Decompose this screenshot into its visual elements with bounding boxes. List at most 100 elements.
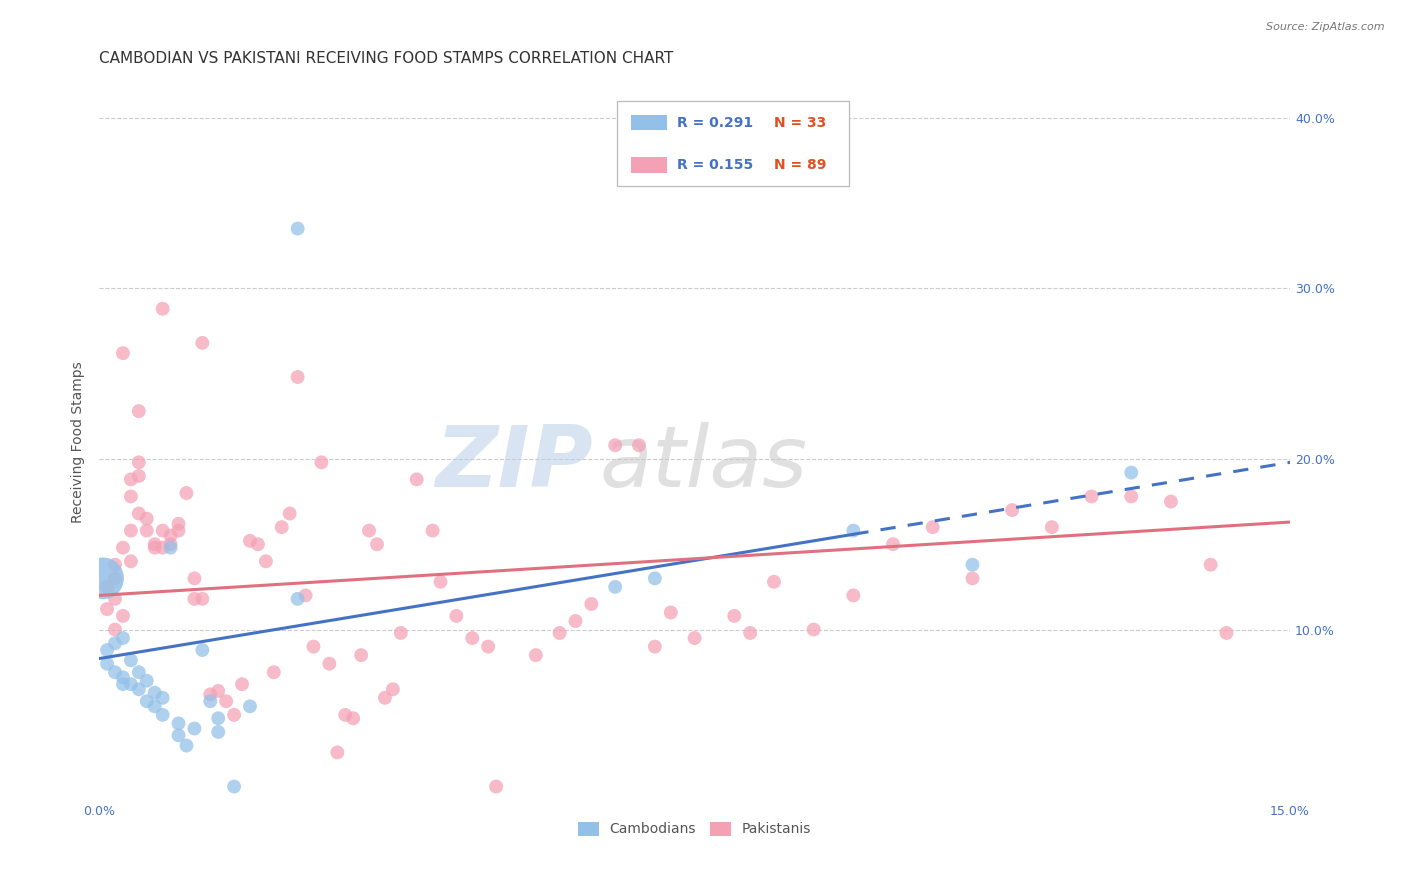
- Point: [135, 511, 157, 525]
- Point: [389, 626, 412, 640]
- Point: [803, 623, 825, 637]
- Point: [564, 614, 586, 628]
- Point: [200, 687, 222, 701]
- Point: [335, 707, 357, 722]
- Point: [842, 524, 865, 538]
- Text: CAMBODIAN VS PAKISTANI RECEIVING FOOD STAMPS CORRELATION CHART: CAMBODIAN VS PAKISTANI RECEIVING FOOD ST…: [100, 51, 673, 66]
- Bar: [617, 102, 849, 186]
- Point: [762, 574, 785, 589]
- Text: atlas: atlas: [599, 422, 807, 505]
- Point: [278, 507, 301, 521]
- Point: [111, 670, 134, 684]
- Point: [128, 507, 150, 521]
- Point: [263, 665, 285, 680]
- Point: [270, 520, 292, 534]
- Point: [405, 472, 427, 486]
- Point: [659, 606, 682, 620]
- Point: [135, 673, 157, 688]
- Point: [366, 537, 388, 551]
- Point: [605, 438, 627, 452]
- Point: [215, 694, 238, 708]
- Point: [962, 558, 984, 572]
- Point: [159, 529, 181, 543]
- Point: [207, 711, 229, 725]
- Point: [191, 643, 214, 657]
- Point: [143, 537, 166, 551]
- Point: [485, 780, 508, 794]
- Point: [239, 699, 262, 714]
- Text: R = 0.155: R = 0.155: [676, 158, 754, 172]
- Point: [231, 677, 253, 691]
- Point: [135, 524, 157, 538]
- Point: [461, 631, 484, 645]
- Point: [128, 455, 150, 469]
- Point: [128, 682, 150, 697]
- Point: [143, 541, 166, 555]
- Point: [128, 404, 150, 418]
- Point: [644, 571, 666, 585]
- Point: [111, 631, 134, 645]
- Point: [152, 707, 174, 722]
- Point: [342, 711, 364, 725]
- Point: [91, 571, 114, 585]
- Point: [446, 608, 468, 623]
- Point: [191, 591, 214, 606]
- Point: [104, 623, 127, 637]
- Point: [183, 571, 205, 585]
- Point: [246, 537, 269, 551]
- Point: [581, 597, 603, 611]
- Point: [302, 640, 325, 654]
- Point: [326, 746, 349, 760]
- Point: [152, 541, 174, 555]
- Point: [207, 725, 229, 739]
- Point: [605, 580, 627, 594]
- Point: [159, 541, 181, 555]
- Point: [96, 602, 118, 616]
- Point: [357, 524, 380, 538]
- Point: [128, 469, 150, 483]
- Point: [723, 608, 745, 623]
- Point: [287, 221, 309, 235]
- Point: [683, 631, 706, 645]
- Point: [167, 728, 190, 742]
- Point: [921, 520, 943, 534]
- Point: [143, 686, 166, 700]
- Point: [1001, 503, 1024, 517]
- Point: [882, 537, 904, 551]
- Point: [374, 690, 396, 705]
- Point: [128, 665, 150, 680]
- Point: [104, 591, 127, 606]
- Point: [477, 640, 499, 654]
- Point: [287, 370, 309, 384]
- Point: [962, 571, 984, 585]
- Point: [104, 571, 127, 585]
- Point: [152, 690, 174, 705]
- Point: [422, 524, 444, 538]
- Point: [143, 699, 166, 714]
- Point: [96, 580, 118, 594]
- Point: [254, 554, 277, 568]
- Point: [96, 643, 118, 657]
- Point: [350, 648, 373, 662]
- Point: [222, 707, 245, 722]
- Point: [183, 722, 205, 736]
- Point: [120, 490, 142, 504]
- Point: [287, 591, 309, 606]
- Point: [104, 636, 127, 650]
- Point: [294, 589, 316, 603]
- Point: [120, 554, 142, 568]
- Point: [200, 694, 222, 708]
- Point: [1215, 626, 1237, 640]
- Point: [1080, 490, 1102, 504]
- Point: [167, 716, 190, 731]
- Y-axis label: Receiving Food Stamps: Receiving Food Stamps: [72, 361, 86, 523]
- Point: [429, 574, 451, 589]
- Point: [239, 533, 262, 548]
- Point: [120, 472, 142, 486]
- Point: [111, 346, 134, 360]
- Point: [167, 516, 190, 531]
- Point: [524, 648, 547, 662]
- Point: [627, 438, 650, 452]
- Point: [152, 524, 174, 538]
- Text: N = 33: N = 33: [775, 116, 827, 129]
